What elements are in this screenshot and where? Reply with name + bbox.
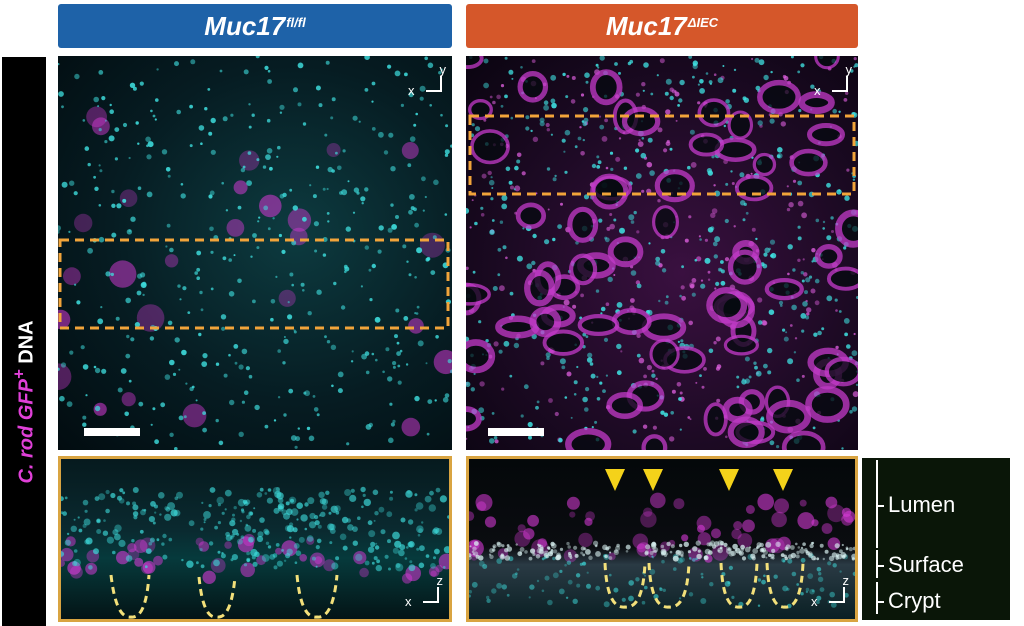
cross-section-control: z x: [58, 456, 452, 622]
crypt-outline: [719, 562, 759, 609]
micrograph-control-xy-image: [58, 56, 452, 450]
micrograph-control-xy: y x: [58, 56, 452, 450]
roi-box: [468, 114, 856, 196]
crypt-outline: [197, 576, 237, 619]
layer-legend: Lumen Surface Crypt: [862, 458, 1010, 620]
fluorescence-texture: [58, 106, 452, 437]
fluorescence-texture: [469, 553, 855, 609]
side-label: C. rod GFP+ DNA: [2, 57, 46, 626]
axis-indicator-xz: z x: [811, 573, 849, 609]
scale-bar: [488, 428, 544, 436]
arrowhead-marker: [643, 469, 663, 491]
header-control: Muc17 fl/fl: [58, 4, 452, 48]
micrograph-knockout-xy-image: [466, 56, 858, 450]
crypt-outline: [603, 562, 647, 609]
arrowhead-marker: [605, 469, 625, 491]
fluorescence-texture: [58, 56, 452, 450]
fluorescence-texture: [469, 540, 855, 562]
arrowhead-marker: [773, 469, 793, 491]
stain-label: C. rod GFP+ DNA: [9, 320, 38, 484]
scale-bar: [84, 428, 140, 436]
micrograph-knockout-xy: y x: [466, 56, 858, 450]
header-knockout: Muc17 ΔIEC: [466, 4, 858, 48]
cross-section-control-image: [61, 486, 449, 619]
cross-section-knockout: z x: [466, 456, 858, 622]
legend-surface: Surface: [876, 552, 964, 578]
crypt-outline: [295, 574, 339, 619]
arrowheads: [605, 469, 793, 491]
legend-lumen: Lumen: [876, 492, 955, 518]
axis-indicator-xz: z x: [405, 573, 443, 609]
crypt-outline: [765, 562, 805, 609]
fluorescence-texture: [61, 486, 449, 572]
crypt-outline: [109, 574, 151, 619]
axis-indicator-xy: y x: [814, 62, 852, 98]
axis-indicator-xy: y x: [408, 62, 446, 98]
crypt-texture: [466, 56, 858, 450]
legend-crypt: Crypt: [876, 588, 941, 614]
crypt-outline: [647, 562, 691, 609]
roi-box: [58, 238, 450, 330]
cross-section-knockout-image: [469, 469, 855, 609]
arrowhead-marker: [719, 469, 739, 491]
